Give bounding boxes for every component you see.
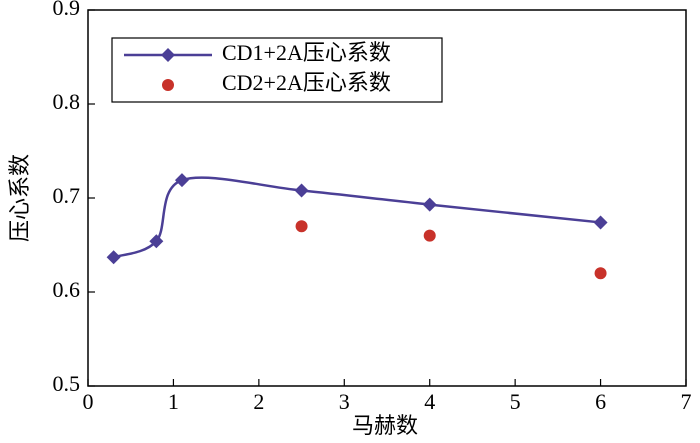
y-tick-label: 0.8 (53, 89, 81, 114)
x-tick-label: 1 (168, 389, 179, 414)
y-axis-label: 压心系数 (7, 154, 32, 242)
y-tick-label: 0.5 (53, 371, 81, 396)
legend-label: CD1+2A压心系数 (222, 40, 391, 65)
y-tick-label: 0.6 (53, 277, 81, 302)
x-tick-label: 7 (681, 389, 692, 414)
legend-box (111, 37, 443, 103)
x-tick-label: 0 (83, 389, 94, 414)
data-point (593, 215, 608, 230)
x-tick-label: 2 (253, 389, 264, 414)
x-axis-label: 马赫数 (352, 413, 418, 438)
data-point (106, 250, 121, 265)
x-tick-label: 3 (339, 389, 350, 414)
series-line (113, 176, 601, 259)
data-point (423, 229, 436, 242)
y-tick-label: 0.9 (53, 0, 81, 20)
data-point (295, 220, 308, 233)
legend-label: CD2+2A压心系数 (222, 70, 391, 95)
data-point (422, 197, 437, 212)
data-point (594, 267, 607, 280)
data-point (174, 173, 189, 188)
x-tick-label: 4 (424, 389, 435, 414)
x-tick-label: 5 (510, 389, 521, 414)
data-point (149, 234, 164, 249)
legend-marker (161, 48, 175, 62)
data-point (294, 183, 309, 198)
legend-marker (162, 79, 174, 91)
x-tick-label: 6 (595, 389, 606, 414)
y-tick-label: 0.7 (53, 183, 81, 208)
